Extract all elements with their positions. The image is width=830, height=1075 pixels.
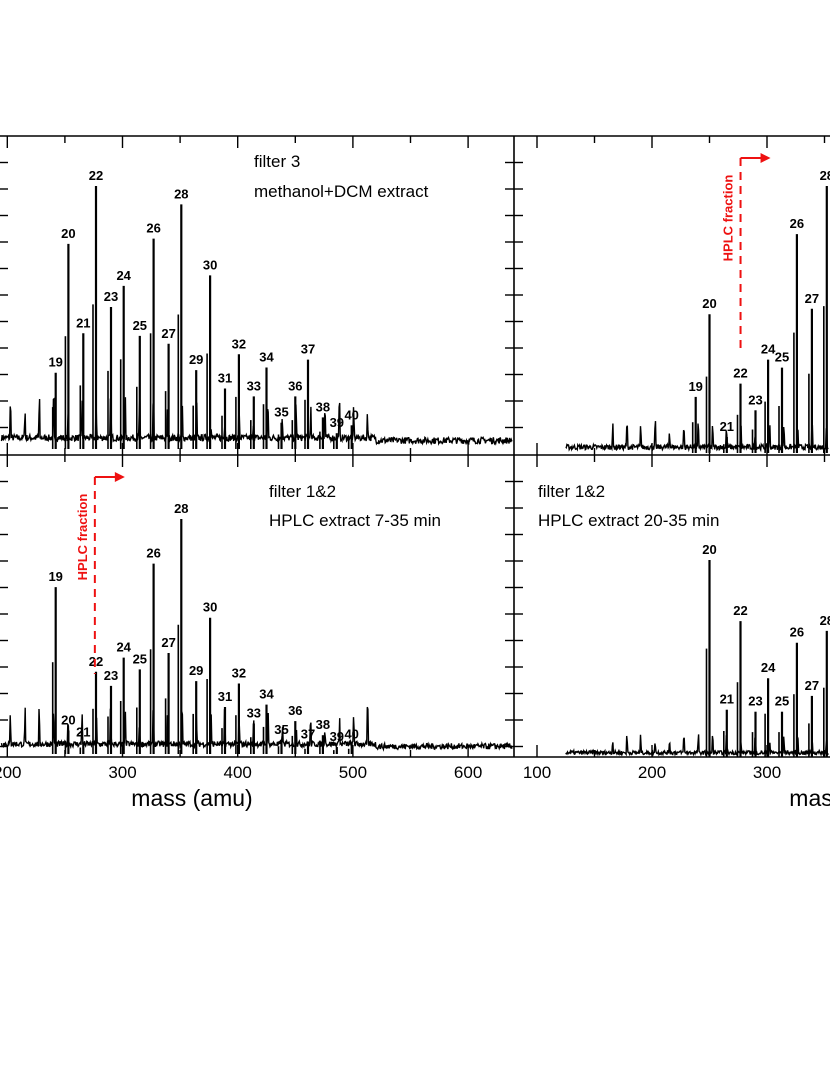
peak-label-top-left-39: 39 [330,415,344,430]
peak-label-top-left-28: 28 [174,186,188,201]
peak-label-top-left-20: 20 [61,226,75,241]
peak-label-top-right-21: 21 [720,419,734,434]
peak-label-bottom-right-21: 21 [720,692,734,707]
caption-bottom-right-line2: HPLC extract 20-35 min [538,511,719,530]
ticks-layer [0,136,826,757]
peak-label-top-right-22: 22 [733,366,747,381]
x-tick-label-right-100: 100 [523,763,551,782]
peak-label-top-right-25: 25 [775,350,789,365]
peak-label-top-left-22: 22 [89,168,103,183]
caption-bottom-left-line1: filter 1&2 [269,482,336,501]
peak-label-bottom-right-27: 27 [805,678,819,693]
peak-label-top-left-32: 32 [232,336,246,351]
caption-top-left-line1: filter 3 [254,152,300,171]
peak-label-bottom-right-20: 20 [702,542,716,557]
peak-label-top-right-28: 28 [820,168,830,183]
x-tick-label-right-300: 300 [753,763,781,782]
x-axis-label-left: mass (amu) [131,785,252,811]
peak-label-bottom-right-24: 24 [761,660,776,675]
peak-label-bottom-right-28: 28 [820,613,830,628]
spectrum-trace-top-left [0,397,513,447]
peak-label-top-left-24: 24 [116,268,131,283]
peak-label-bottom-left-40: 40 [344,727,358,742]
peak-label-top-left-26: 26 [146,221,160,236]
peak-label-bottom-left-24: 24 [116,640,131,655]
caption-bottom-left: filter 1&2 HPLC extract 7-35 min [269,482,441,530]
caption-top-left-line2: methanol+DCM extract [254,182,429,201]
peak-label-bottom-left-35: 35 [274,722,288,737]
peak-label-bottom-left-28: 28 [174,501,188,516]
x-tick-label-left-500: 500 [339,763,367,782]
peak-label-bottom-left-36: 36 [288,703,302,718]
labels-layer: 1920212223242526272829303132333435363738… [0,153,830,782]
peak-label-bottom-left-19: 19 [48,569,62,584]
peak-label-top-right-19: 19 [688,379,702,394]
caption-bottom-right-line1: filter 1&2 [538,482,605,501]
peak-label-bottom-left-22: 22 [89,654,103,669]
peak-label-top-left-33: 33 [247,378,261,393]
peak-label-bottom-right-26: 26 [790,625,804,640]
peak-label-top-left-36: 36 [288,378,302,393]
x-tick-label-left-300: 300 [108,763,136,782]
spectrum-trace-top-right [565,421,829,453]
x-tick-label-left-600: 600 [454,763,482,782]
peak-label-bottom-left-39: 39 [330,729,344,744]
peak-label-top-left-34: 34 [259,350,274,365]
peak-label-top-left-38: 38 [316,399,330,414]
peak-label-bottom-right-22: 22 [733,603,747,618]
peak-label-top-left-21: 21 [76,315,90,330]
peak-label-top-left-23: 23 [104,289,118,304]
x-axis-label-right: mass (amu) [789,785,830,811]
x-tick-label-left-200: 200 [0,763,21,782]
peak-label-top-left-29: 29 [189,352,203,367]
peak-label-bottom-left-20: 20 [61,713,75,728]
peak-label-top-right-23: 23 [748,392,762,407]
caption-top-left: filter 3 methanol+DCM extract [254,152,429,201]
peak-label-bottom-left-29: 29 [189,663,203,678]
peak-label-top-left-37: 37 [301,342,315,357]
peak-label-bottom-left-21: 21 [76,724,90,739]
peak-label-top-left-31: 31 [218,371,232,386]
peak-label-bottom-left-34: 34 [259,687,274,702]
x-tick-label-left-400: 400 [224,763,252,782]
peak-label-top-right-27: 27 [805,291,819,306]
peak-label-bottom-left-30: 30 [203,600,217,615]
peak-label-top-left-27: 27 [161,326,175,341]
peak-label-top-right-20: 20 [702,296,716,311]
peak-label-bottom-left-25: 25 [133,651,147,666]
caption-bottom-left-line2: HPLC extract 7-35 min [269,511,441,530]
peak-label-top-left-40: 40 [344,407,358,422]
peak-label-bottom-left-33: 33 [247,706,261,721]
peak-label-top-right-24: 24 [761,342,776,357]
peak-label-bottom-left-23: 23 [104,668,118,683]
peak-label-bottom-left-31: 31 [218,689,232,704]
peak-label-bottom-left-38: 38 [316,717,330,732]
x-tick-label-right-200: 200 [638,763,666,782]
peak-label-top-left-19: 19 [48,355,62,370]
traces-layer [0,186,829,758]
peak-label-top-left-35: 35 [274,405,288,420]
peak-label-top-left-30: 30 [203,257,217,272]
frame-lines [0,135,830,758]
peak-label-bottom-right-25: 25 [775,694,789,709]
hplc-arrow-head-top-right [760,153,771,163]
caption-bottom-right: filter 1&2 HPLC extract 20-35 min [538,482,719,530]
hplc-label-bottom-left: HPLC fraction [75,494,90,581]
hplc-label-top-right: HPLC fraction [721,175,736,262]
hplc-arrow-head-bottom-left [114,472,125,482]
peak-label-bottom-left-26: 26 [146,546,160,561]
peak-label-bottom-left-37: 37 [301,727,315,742]
peak-label-top-left-25: 25 [133,318,147,333]
spectrum-trace-bottom-right [565,734,829,758]
peak-label-bottom-right-23: 23 [748,694,762,709]
peak-label-bottom-left-32: 32 [232,666,246,681]
peak-label-top-right-26: 26 [790,216,804,231]
spectrum-trace-bottom-left [0,706,513,752]
peak-label-bottom-left-27: 27 [161,635,175,650]
